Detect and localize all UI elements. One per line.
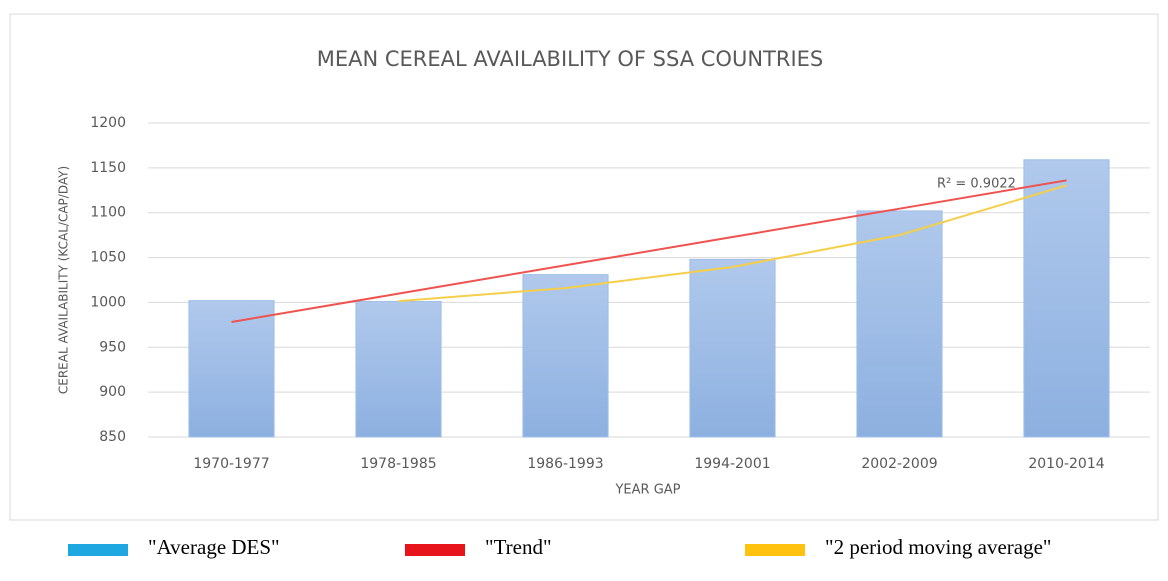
legend-label: "2 period moving average" [825,535,1052,559]
x-tick-label: 1970-1977 [193,456,269,472]
bar [522,274,609,438]
legend-swatch [405,544,465,556]
y-tick-label: 1000 [90,294,126,310]
line [231,179,1067,323]
annotation: R² = 0.9022 [937,177,1016,192]
y-tick-label: 1050 [90,250,126,266]
y-axis-label: CEREAL AVAILABILITY (KCAL/CAP/DAY) [57,166,71,394]
x-axis-label: YEAR GAP [614,483,680,498]
bar [689,258,776,438]
legend-label: "Trend" [485,535,552,559]
chart-border [9,13,1159,521]
x-tick-label: 2002-2009 [861,456,937,472]
y-tick-label: 850 [99,429,126,445]
line [398,184,1067,303]
y-tick-label: 950 [99,339,126,355]
legend-label: "Average DES" [148,535,280,559]
x-tick-label: 1978-1985 [360,456,436,472]
chart-title: MEAN CEREAL AVAILABILITY OF SSA COUNTRIE… [317,47,824,71]
x-tick-label: 1986-1993 [527,456,603,472]
bar [856,210,943,438]
y-tick-label: 1150 [90,160,126,176]
bar [1023,159,1110,438]
legend-swatch [68,544,128,556]
x-tick-label: 1994-2001 [694,456,770,472]
y-tick-label: 1200 [90,115,126,131]
y-tick-label: 1100 [90,205,126,221]
legend-swatch [745,544,805,556]
x-tick-label: 2010-2014 [1028,456,1104,472]
y-tick-label: 900 [99,384,126,400]
bar [188,300,275,438]
bar [355,301,442,438]
